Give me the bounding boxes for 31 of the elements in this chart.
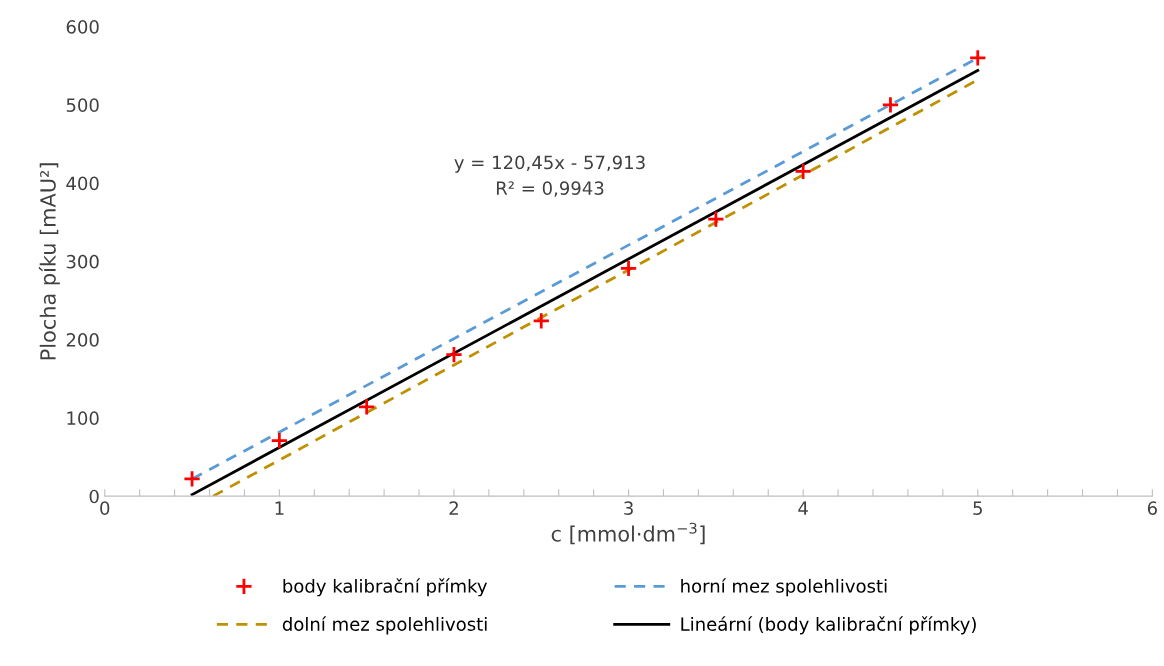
y-tick-label: 600 [66,20,99,34]
x-axis-title: c [mmol·dm$^{−3}$] [551,522,705,545]
point [706,210,725,229]
x-tick-label: 2 [449,501,458,515]
legend-label: body kalibrační přímky [283,578,487,597]
y-tick-label: 300 [66,254,99,269]
y-tick-label: 500 [66,98,99,113]
point [357,397,376,416]
x-tick-label: 4 [798,501,808,515]
legend-label: Lineární (body kalibrační přímky) [681,616,976,635]
point [881,95,900,114]
x-tick-label: 3 [624,501,633,516]
y-axis-title: Plocha píku [mAU²] [38,163,60,360]
x-tick-label: 0 [100,501,110,516]
point [968,48,987,67]
y-tick-label: 200 [66,333,99,347]
y-tick-label: 100 [67,411,99,426]
point [619,259,638,278]
annotation: y = 120,45x - 57,913 R² = 0,9943 [454,155,645,197]
point [444,345,463,364]
x-tick-label: 6 [1147,501,1157,516]
x-tick-label: 5 [973,501,982,516]
y-tick-label: 0 [89,489,99,504]
point [183,469,202,488]
point [794,162,813,181]
point [532,311,551,330]
x-tick-label: 1 [275,501,284,515]
y-tick-label: 400 [66,176,99,191]
legend-label: horní mez spolehlivosti [681,578,887,597]
legend-label: dolní mez spolehlivosti [282,616,487,635]
point [270,431,289,450]
